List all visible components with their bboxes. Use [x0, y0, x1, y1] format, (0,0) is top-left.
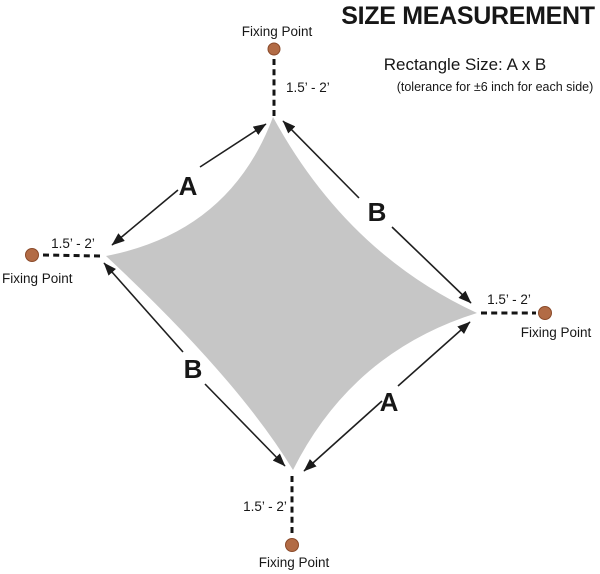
- measure-arrow-a-bottom-right-lower: [303, 400, 383, 472]
- side-label-a-bottom-right: A: [380, 387, 399, 417]
- fixing-point-label-right: Fixing Point: [521, 325, 592, 340]
- tolerance-note: (tolerance for ±6 inch for each side): [397, 80, 594, 94]
- measure-arrow-b-bottom-left-lower: [204, 383, 286, 467]
- side-label-a-top-left: A: [179, 171, 198, 201]
- fixing-tethers: [42, 58, 536, 536]
- fixing-point-dot-left: [25, 248, 39, 262]
- subtitle-rectangle-size: Rectangle Size: A x B: [384, 55, 547, 74]
- page-title: SIZE MEASUREMENT: [341, 2, 595, 30]
- measure-arrow-a-top-left-lower: [111, 189, 179, 246]
- measure-arrow-b-top-right-upper: [282, 120, 360, 199]
- fixing-point-dot-right: [538, 306, 552, 320]
- measure-arrow-a-bottom-right-upper: [397, 321, 471, 387]
- measure-arrow-b-bottom-left-upper: [103, 262, 184, 353]
- distance-label-left: 1.5’ - 2’: [51, 236, 95, 251]
- distance-label-bottom: 1.5’ - 2’: [243, 499, 287, 514]
- tether-dashed-line-left: [42, 253, 101, 258]
- distance-label-top: 1.5’ - 2’: [286, 80, 330, 95]
- fixing-point-label-bottom: Fixing Point: [259, 555, 330, 570]
- distance-label-right: 1.5’ - 2’: [487, 292, 531, 307]
- measure-arrow-b-top-right-lower: [391, 226, 472, 304]
- measure-arrow-a-top-left-upper: [199, 123, 267, 168]
- fixing-point-label-top: Fixing Point: [242, 24, 313, 39]
- fixing-point-dot-bottom: [285, 538, 299, 552]
- shade-sail-shape: [106, 117, 477, 470]
- fixing-point-dots: [25, 42, 552, 552]
- side-label-b-bottom-left: B: [184, 354, 203, 384]
- side-label-b-top-right: B: [368, 197, 387, 227]
- measurement-arrows: [103, 120, 472, 472]
- fixing-point-dot-top: [267, 42, 281, 56]
- fixing-point-label-left: Fixing Point: [2, 271, 73, 286]
